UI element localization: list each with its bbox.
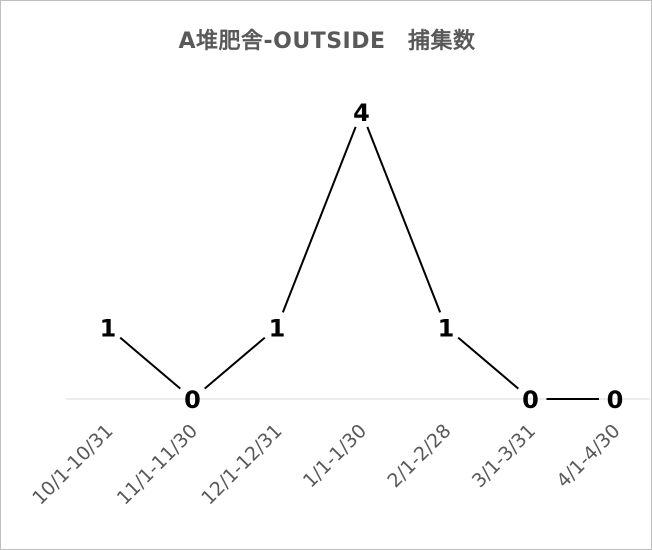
chart-title: A堆肥舎-OUTSIDE 捕集数 — [178, 29, 476, 54]
line-segment — [119, 336, 181, 390]
line-segment — [204, 336, 266, 390]
data-label: 0 — [607, 386, 624, 414]
x-tick-label: 11/1-11/30 — [113, 420, 202, 509]
data-label: 4 — [353, 99, 370, 127]
line-segment — [457, 336, 519, 390]
data-label: 0 — [184, 386, 201, 414]
line-segment — [281, 126, 357, 313]
data-label: 1 — [438, 314, 455, 342]
x-tick-label: 3/1-3/31 — [468, 420, 540, 492]
x-tick-label: 4/1-4/30 — [552, 420, 624, 492]
x-tick-label: 1/1-1/30 — [299, 420, 371, 492]
data-labels: 1 0 1 4 1 0 0 — [100, 99, 624, 414]
data-label: 1 — [100, 314, 117, 342]
data-label: 0 — [522, 386, 539, 414]
x-tick-label: 12/1-12/31 — [197, 420, 286, 509]
data-label: 1 — [269, 314, 286, 342]
x-tick-label: 2/1-2/28 — [383, 420, 455, 492]
line-segment — [366, 126, 442, 313]
x-tick-label: 10/1-10/31 — [28, 420, 117, 509]
